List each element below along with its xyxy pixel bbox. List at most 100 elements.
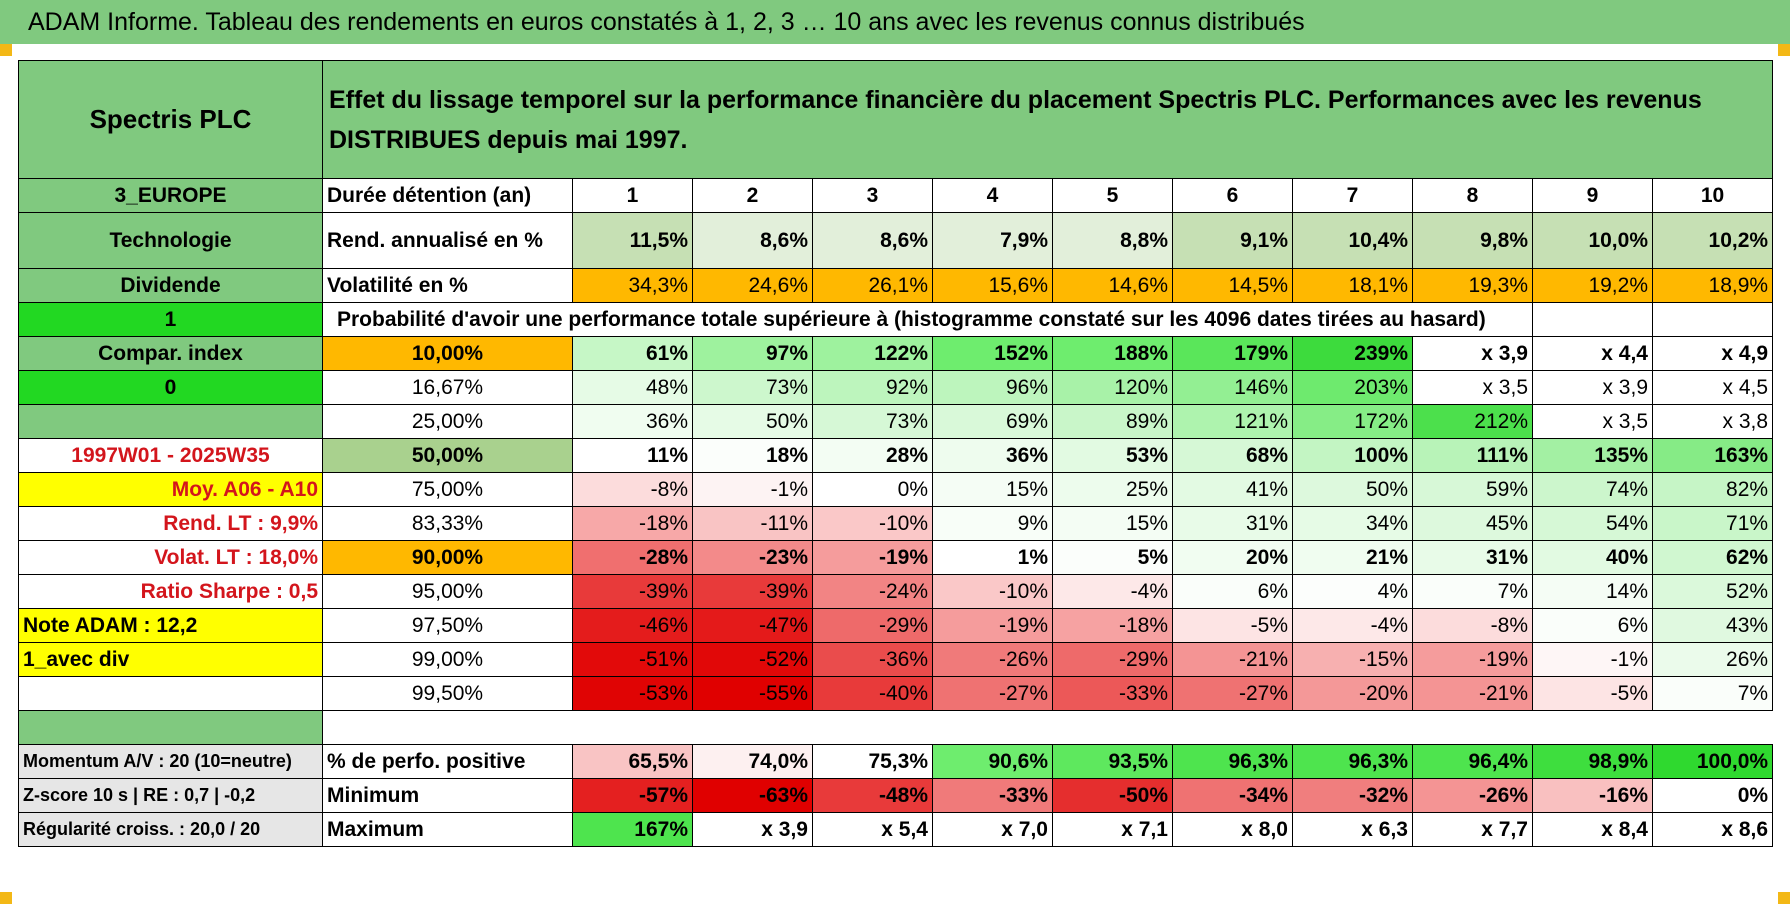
- value-cell: 21%: [1292, 540, 1413, 575]
- table-row: Régularité croiss. : 20,0 / 20 Maximum 167…: [18, 812, 1774, 847]
- value-cell: 14,5%: [1172, 268, 1293, 303]
- value-cell: 36%: [572, 404, 693, 439]
- value-cell: 50%: [1292, 472, 1413, 507]
- value-cell: 163%: [1651, 438, 1774, 473]
- value-cell: -10%: [932, 574, 1053, 609]
- page-title: ADAM Informe. Tableau des rendements en …: [0, 0, 1790, 44]
- row-label: Minimum: [322, 778, 573, 813]
- year-header: 9: [1532, 178, 1653, 213]
- value-cell: 53%: [1052, 438, 1173, 473]
- empty-cell: [1651, 302, 1774, 337]
- value-cell: 31%: [1412, 540, 1533, 575]
- value-cell: 18%: [692, 438, 813, 473]
- value-cell: 100,0%: [1651, 744, 1774, 779]
- value-cell: 34,3%: [572, 268, 693, 303]
- value-cell: x 7,7: [1412, 812, 1533, 847]
- value-cell: 18,9%: [1651, 268, 1774, 303]
- spacer-cell: [18, 710, 323, 745]
- spacer-cell: [323, 711, 1773, 745]
- side-info-cell: 1997W01 - 2025W35: [18, 438, 323, 473]
- value-cell: 8,6%: [692, 212, 813, 269]
- table-row: Z-score 10 s | RE : 0,7 | -0,2 Minimum -57…: [18, 778, 1774, 813]
- year-header: 7: [1292, 178, 1413, 213]
- value-cell: 10,0%: [1532, 212, 1653, 269]
- row-label: % de perfo. positive: [322, 744, 573, 779]
- value-cell: 0%: [1651, 778, 1774, 813]
- value-cell: -57%: [572, 778, 693, 813]
- table-row: 1997W01 - 2025W35 50,00% 11% 18% 28% 36% 53% 68…: [18, 438, 1774, 473]
- year-header: 5: [1052, 178, 1173, 213]
- indicator-cell: Momentum A/V : 20 (10=neutre): [18, 744, 323, 779]
- value-cell: -19%: [1412, 642, 1533, 677]
- value-cell: 0%: [812, 472, 933, 507]
- value-cell: -19%: [812, 540, 933, 575]
- value-cell: -26%: [1412, 778, 1533, 813]
- side-info-cell: 1_avec div: [18, 642, 323, 677]
- threshold-cell: 90,00%: [322, 540, 573, 575]
- threshold-cell: 97,50%: [322, 608, 573, 643]
- performance-table: Spectris PLC Effet du lissage temporel s…: [18, 60, 1774, 847]
- threshold-cell: 25,00%: [322, 404, 573, 439]
- value-cell: x 8,6: [1651, 812, 1774, 847]
- value-cell: x 6,3: [1292, 812, 1413, 847]
- table-row: 1 Probabilité d'avoir une performance tot…: [18, 302, 1774, 337]
- year-header: 1: [572, 178, 693, 213]
- value-cell: 61%: [572, 336, 693, 371]
- threshold-cell: 83,33%: [322, 506, 573, 541]
- value-cell: 74,0%: [692, 744, 813, 779]
- value-cell: 7%: [1412, 574, 1533, 609]
- table-row: Technologie Rend. annualisé en % 11,5% 8,6%…: [18, 212, 1774, 269]
- value-cell: 75,3%: [812, 744, 933, 779]
- threshold-cell: 50,00%: [322, 438, 573, 473]
- value-cell: -4%: [1052, 574, 1173, 609]
- side-info-cell: Volat. LT : 18,0%: [18, 540, 323, 575]
- value-cell: x 8,0: [1172, 812, 1293, 847]
- value-cell: -47%: [692, 608, 813, 643]
- value-cell: 50%: [692, 404, 813, 439]
- value-cell: x 7,1: [1052, 812, 1173, 847]
- table-row: Volat. LT : 18,0% 90,00% -28% -23% -19% 1% 5% 2…: [18, 540, 1774, 575]
- value-cell: 19,2%: [1532, 268, 1653, 303]
- value-cell: 89%: [1052, 404, 1173, 439]
- value-cell: 59%: [1412, 472, 1533, 507]
- value-cell: x 8,4: [1532, 812, 1653, 847]
- threshold-cell: 75,00%: [322, 472, 573, 507]
- value-cell: -21%: [1172, 642, 1293, 677]
- value-cell: -10%: [812, 506, 933, 541]
- value-cell: 25%: [1052, 472, 1173, 507]
- section-label: Probabilité d'avoir une performance tota…: [322, 302, 1533, 337]
- value-cell: -46%: [572, 608, 693, 643]
- year-header: 6: [1172, 178, 1293, 213]
- side-info-cell: Note ADAM : 12,2: [18, 608, 323, 643]
- value-cell: x 3,5: [1412, 370, 1533, 405]
- year-header: 8: [1412, 178, 1533, 213]
- table-row: 25,00% 36% 50% 73% 69% 89% 121% 172% 212% x 3,5 x …: [18, 404, 1774, 439]
- value-cell: 8,8%: [1052, 212, 1173, 269]
- value-cell: -51%: [572, 642, 693, 677]
- table-row: 99,50% -53% -55% -40% -27% -33% -27% -20% -21% -5…: [18, 676, 1774, 711]
- value-cell: 15%: [1052, 506, 1173, 541]
- value-cell: 121%: [1172, 404, 1293, 439]
- value-cell: -28%: [572, 540, 693, 575]
- threshold-cell: 16,67%: [322, 370, 573, 405]
- row-label: Volatilité en %: [322, 268, 573, 303]
- value-cell: -33%: [1052, 676, 1173, 711]
- value-cell: -34%: [1172, 778, 1293, 813]
- value-cell: 96,4%: [1412, 744, 1533, 779]
- asset-description: Effet du lissage temporel sur la perform…: [321, 60, 1774, 179]
- value-cell: -5%: [1172, 608, 1293, 643]
- dividend-cell: Dividende: [18, 268, 323, 303]
- value-cell: x 3,9: [1532, 370, 1653, 405]
- value-cell: -52%: [692, 642, 813, 677]
- value-cell: -36%: [812, 642, 933, 677]
- sector-cell: Technologie: [18, 212, 323, 269]
- value-cell: 96%: [932, 370, 1053, 405]
- year-header: 3: [812, 178, 933, 213]
- corner-marker: [1778, 44, 1790, 56]
- value-cell: 239%: [1292, 336, 1413, 371]
- value-cell: 69%: [932, 404, 1053, 439]
- value-cell: 92%: [812, 370, 933, 405]
- value-cell: 8,6%: [812, 212, 933, 269]
- value-cell: 14,6%: [1052, 268, 1173, 303]
- indicator-cell: Z-score 10 s | RE : 0,7 | -0,2: [18, 778, 323, 813]
